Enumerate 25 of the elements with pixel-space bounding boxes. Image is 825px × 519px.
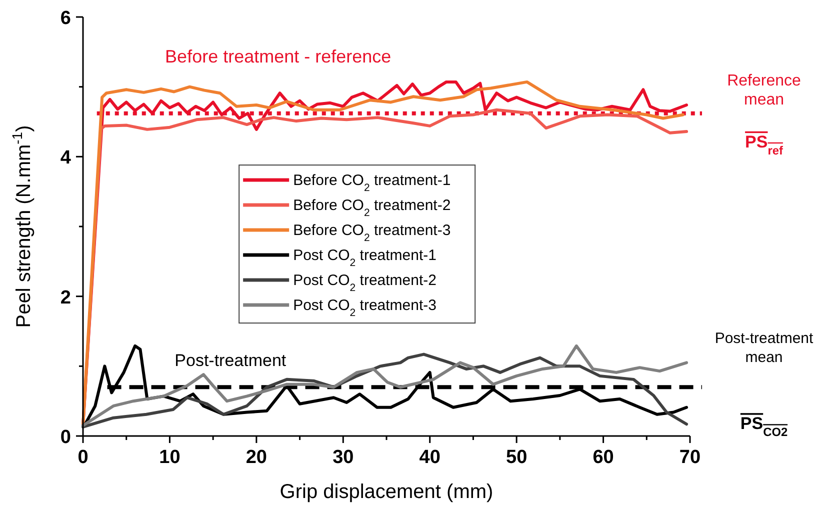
text: PS$_{ref}$: [745, 132, 783, 158]
annotation: Post-treatment: [174, 351, 286, 370]
x-tick-label: 70: [679, 447, 701, 468]
y-tick-label: 6: [60, 8, 71, 29]
y-tick-label: 0: [60, 427, 71, 448]
x-tick-label: 0: [78, 447, 88, 468]
x-tick-label: 60: [592, 447, 614, 468]
legend-label: Before CO$_{2}$ treatment-2: [293, 197, 451, 220]
legend-label: Post CO$_{2}$ treatment-3: [293, 297, 436, 320]
legend-label: Post CO$_{2}$ treatment-2: [293, 272, 436, 294]
x-tick-label: 40: [419, 447, 440, 468]
legend-label: Before CO$_{2}$ treatment-1: [293, 172, 451, 194]
x-tick-label: 10: [159, 447, 180, 468]
x-axis-title: Grip displacement (mm): [280, 481, 494, 503]
ref-line-label: Reference mean: [727, 72, 802, 108]
legend-label: Post CO$_{2}$ treatment-1: [293, 247, 436, 270]
annotation: Before treatment - reference: [165, 46, 392, 66]
y-tick-label: 2: [60, 287, 71, 308]
legend-label: Before CO$_{2}$ treatment-3: [293, 222, 451, 244]
x-tick-label: 50: [506, 447, 528, 468]
text: PS$_{CO2}$: [740, 414, 788, 440]
ref-line-label: Post-treatment mean: [714, 330, 814, 366]
x-tick-label: 30: [332, 447, 354, 468]
y-tick-label: 4: [60, 148, 72, 169]
x-tick-label: 20: [246, 447, 267, 468]
